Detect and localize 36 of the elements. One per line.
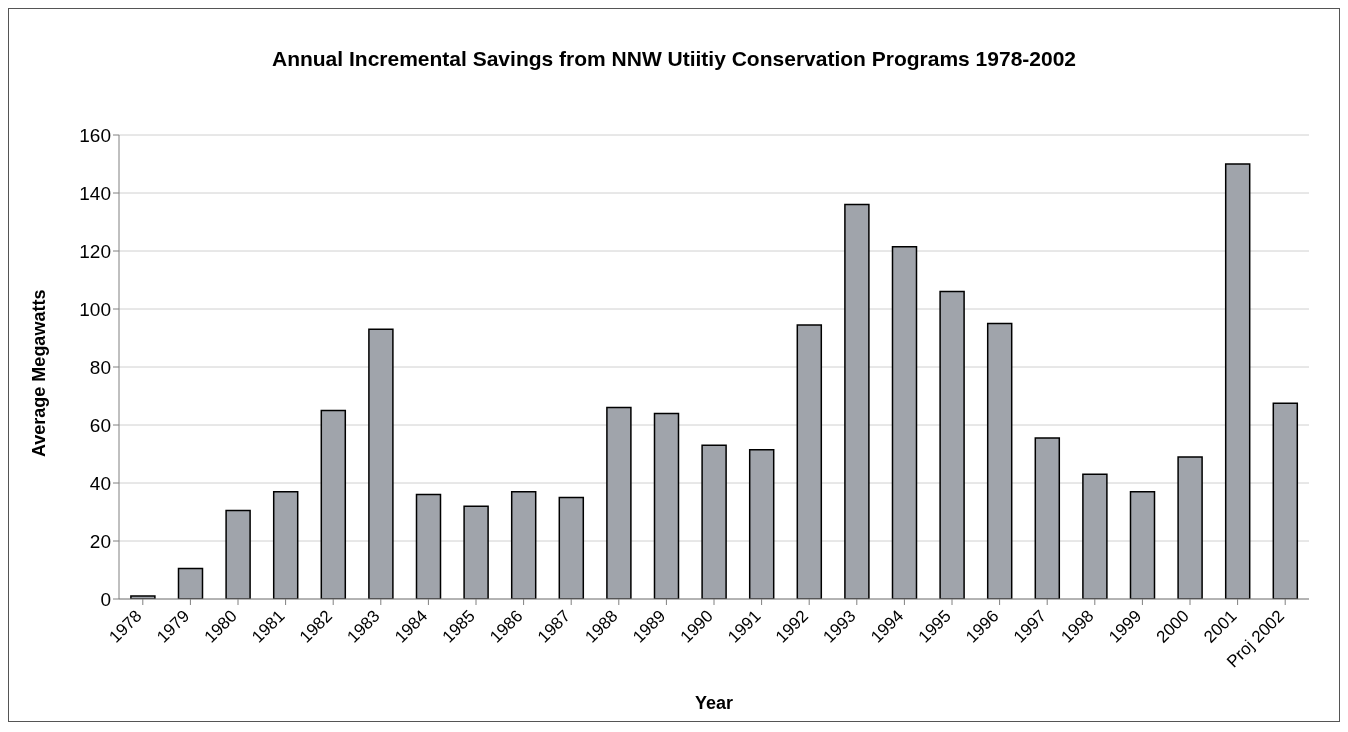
chart-title: Annual Incremental Savings from NNW Utiitiy Conservation Programs 1978-2002 (270, 47, 1078, 71)
bar (272, 490, 299, 599)
bar (1224, 163, 1251, 599)
bar (368, 328, 394, 599)
bar (1272, 402, 1299, 599)
bar (939, 290, 965, 599)
bar (606, 406, 632, 599)
y-axis-title: Average Megawatts (29, 289, 50, 457)
x-axis-title: Year (694, 693, 734, 713)
y-tick-label: 20 (89, 530, 111, 552)
bar (558, 496, 585, 599)
bar (653, 412, 680, 599)
bar (1082, 473, 1108, 599)
bar (1129, 490, 1156, 599)
y-tick-label: 120 (79, 240, 111, 262)
bar (510, 490, 537, 599)
bar (701, 444, 727, 599)
y-tick-label: 160 (79, 124, 111, 146)
bar (415, 493, 442, 599)
bar (748, 448, 775, 599)
y-tick-label: 60 (89, 414, 111, 436)
bar (844, 203, 870, 599)
bar (1034, 437, 1061, 599)
y-tick-label: 0 (100, 588, 111, 610)
bar (177, 567, 204, 599)
bar (225, 509, 251, 599)
y-tick-label: 40 (89, 472, 111, 494)
bar (1177, 456, 1203, 599)
bar (463, 505, 489, 599)
y-tick-label: 100 (79, 298, 111, 320)
y-tick-label: 140 (79, 182, 111, 204)
bar (891, 245, 918, 599)
y-tick-label: 80 (89, 356, 111, 378)
bar (986, 322, 1013, 599)
bar (320, 409, 347, 599)
bar (796, 324, 823, 599)
